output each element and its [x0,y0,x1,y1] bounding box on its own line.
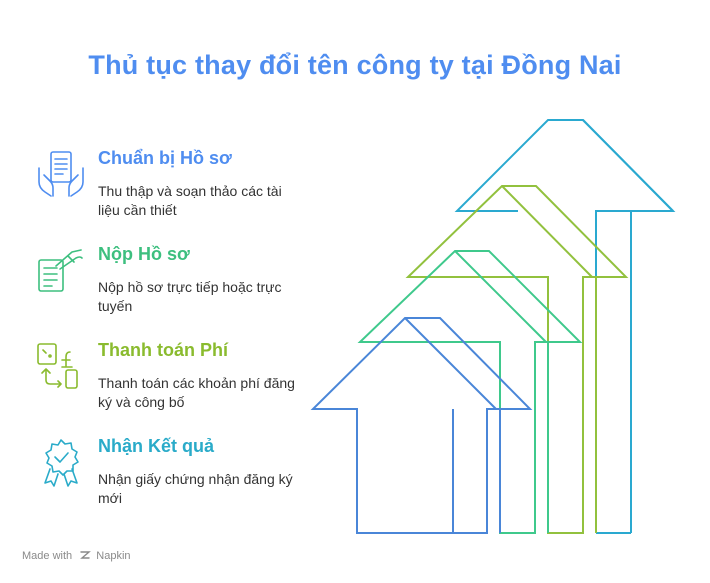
arrow-4 [454,119,676,534]
footer-brand-label: Napkin [96,550,131,562]
rising-arrows-graphic [300,110,690,550]
arrow-2 [357,250,583,534]
payment-exchange-icon [34,340,88,394]
made-with-footer: Made with Napkin [22,549,131,562]
step-prepare-documents: Chuẩn bị Hồ sơ Thu thập và soạn thảo các… [34,148,324,228]
step-heading: Chuẩn bị Hồ sơ [98,148,232,168]
arrow-3 [405,185,629,534]
footer-made-with-label: Made with [22,550,73,562]
step-description: Nộp hồ sơ trực tiếp hoặc trực tuyến [98,279,282,314]
step-pay-fees: Thanh toán Phí Thanh toán các khoản phí … [34,340,324,420]
step-heading: Nộp Hồ sơ [98,244,190,264]
document-hands-icon [34,148,88,202]
napkin-logo-icon [79,549,92,561]
certificate-badge-icon [34,436,88,490]
page-title: Thủ tục thay đổi tên công ty tại Đồng Na… [88,50,622,80]
arrow-1 [310,317,533,534]
step-receive-result: Nhận Kết quả Nhận giấy chứng nhận đăng k… [34,436,324,516]
step-submit-documents: Nộp Hồ sơ Nộp hồ sơ trực tiếp hoặc trực … [34,244,324,324]
document-submit-icon [34,244,88,298]
step-description: Thu thập và soạn thảo các tài liệu cần t… [98,183,282,218]
step-heading: Nhận Kết quả [98,436,215,456]
step-description: Nhận giấy chứng nhận đăng ký mới [98,471,293,506]
step-heading: Thanh toán Phí [98,340,228,360]
step-description: Thanh toán các khoản phí đăng ký và công… [98,375,295,410]
